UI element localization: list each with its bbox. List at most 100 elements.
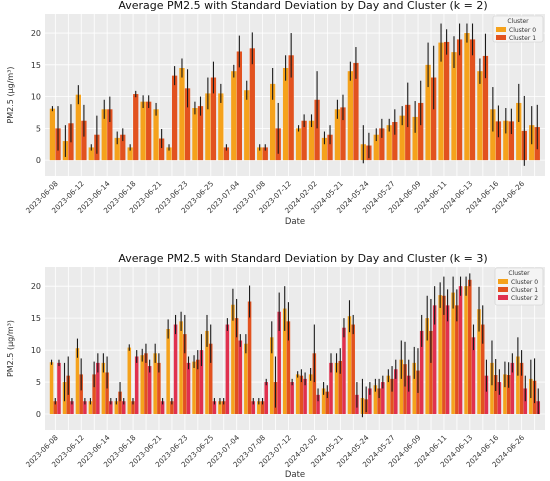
legend-label: Cluster 1	[511, 287, 538, 294]
bar	[225, 324, 230, 415]
bar	[432, 305, 437, 415]
bar	[270, 83, 276, 161]
bar	[88, 147, 94, 161]
bar	[495, 121, 502, 161]
bar	[114, 401, 119, 415]
bar	[301, 120, 307, 161]
bar	[160, 401, 165, 415]
bar	[92, 374, 96, 415]
bar	[264, 382, 269, 415]
legend-swatch	[496, 35, 506, 40]
legend-swatch	[498, 279, 508, 284]
bar	[75, 94, 81, 161]
bar	[338, 360, 343, 415]
bar	[231, 71, 237, 161]
y-tick-label: 15	[31, 61, 41, 70]
bar	[249, 48, 255, 161]
bar	[482, 55, 489, 161]
bar	[49, 108, 56, 161]
bar	[325, 391, 330, 415]
bar	[208, 343, 213, 415]
bar	[205, 330, 209, 415]
bar	[121, 401, 126, 415]
bar	[170, 401, 174, 415]
bar	[223, 147, 230, 161]
bar	[79, 374, 83, 415]
y-tick-label: 0	[36, 156, 41, 165]
bar	[334, 362, 339, 415]
bar	[195, 359, 200, 415]
bar	[262, 147, 268, 161]
bar	[484, 375, 489, 415]
bar	[458, 286, 463, 415]
legend-label: Cluster 0	[511, 279, 538, 286]
bar	[451, 52, 457, 161]
bar	[114, 137, 120, 161]
bar	[308, 374, 313, 415]
y-tick-label: 0	[36, 410, 41, 419]
bar	[260, 401, 265, 415]
bar	[471, 337, 476, 415]
bar	[299, 375, 304, 415]
bar	[244, 90, 250, 161]
bar	[406, 375, 411, 415]
bar	[247, 301, 252, 415]
bar	[392, 122, 398, 161]
legend-swatch	[498, 287, 508, 292]
bar	[390, 378, 394, 415]
bar	[490, 109, 496, 161]
bar	[295, 374, 300, 415]
bar	[192, 361, 196, 415]
bar	[503, 120, 509, 161]
bar	[308, 120, 315, 161]
bar	[412, 116, 418, 161]
bar	[81, 120, 87, 161]
bar	[419, 330, 424, 415]
bar	[368, 388, 372, 415]
bar	[282, 68, 289, 161]
bar	[468, 279, 472, 415]
bar	[506, 375, 511, 415]
bar	[166, 147, 172, 161]
y-tick-label: 10	[31, 93, 41, 102]
legend-label: Cluster 0	[509, 27, 536, 34]
y-tick-label: 15	[31, 314, 41, 323]
bar	[456, 39, 463, 161]
bar	[231, 304, 235, 415]
bar	[480, 324, 485, 415]
bar	[508, 121, 515, 161]
bar	[236, 51, 243, 161]
bar	[153, 353, 157, 415]
bar	[425, 64, 431, 161]
bar	[134, 356, 139, 415]
y-tick-label: 20	[31, 282, 41, 291]
bar	[277, 311, 281, 415]
bar	[438, 295, 442, 415]
bar	[49, 362, 54, 415]
bar	[312, 353, 317, 415]
bar	[464, 33, 470, 161]
bar	[153, 109, 159, 161]
bar	[270, 337, 274, 415]
bar	[197, 106, 204, 161]
bar	[234, 318, 239, 415]
bar	[425, 318, 429, 415]
bar	[53, 401, 58, 415]
bar	[431, 77, 437, 161]
bar	[288, 55, 294, 161]
bar	[321, 137, 328, 161]
bar	[212, 401, 217, 415]
bar	[314, 99, 320, 161]
bar	[321, 388, 326, 415]
bar	[221, 401, 226, 415]
bar	[497, 382, 502, 415]
bar	[327, 134, 333, 161]
y-axis-label: PM2.5 (µg/m³)	[6, 66, 15, 123]
bar	[101, 109, 107, 161]
bar	[186, 362, 191, 415]
bar	[251, 401, 256, 415]
bar	[146, 101, 152, 161]
bar	[183, 334, 187, 415]
chart-1: Average PM2.5 with Standard Deviation by…	[6, 0, 545, 227]
